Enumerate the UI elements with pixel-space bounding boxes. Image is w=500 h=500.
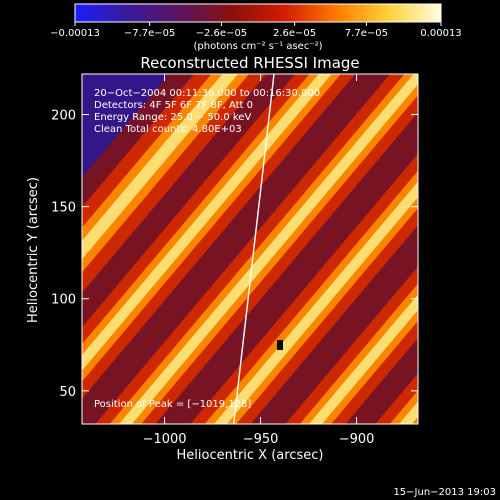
colorbar-tick-label: −2.6e−05 (196, 28, 248, 39)
x-tick-label: −950 (243, 432, 279, 447)
solar-limb-line (232, 74, 275, 424)
heatmap-image (82, 74, 418, 424)
y-tick-label: 100 (51, 293, 76, 308)
x-axis-label: Heliocentric X (arcsec) (177, 448, 324, 463)
annotation-block: 20−Oct−2004 00:11:36.000 to 00:16:30.000… (94, 88, 320, 410)
x-axis: −1000 −950 −900 (143, 74, 375, 447)
colorbar-ticks: −0.00013 −7.7e−05 −2.6e−05 2.6e−05 7.7e−05 0.… (50, 22, 462, 39)
heat-band (118, 74, 418, 424)
y-tick-label: 200 (51, 109, 76, 124)
colorbar-tick-label: 2.6e−05 (273, 28, 316, 39)
y-tick-label: 150 (51, 201, 76, 216)
x-tick-label: −1000 (143, 432, 187, 447)
annotation-detectors: Detectors: 4F 5F 6F 7F 8F, Att 0 (94, 100, 253, 111)
colorbar-tick-label: −7.7e−05 (124, 28, 176, 39)
y-axis: 50 100 150 200 (51, 109, 418, 400)
heat-band (82, 74, 332, 371)
heat-band (308, 294, 418, 424)
colorbar-tick-label: 7.7e−05 (345, 28, 388, 39)
footer-date: 15−Jun−2013 19:03 (393, 487, 496, 498)
annotation-peak: Position of Peak = [−1019,128] (94, 399, 251, 410)
heat-band (82, 74, 239, 260)
heat-band (213, 181, 418, 424)
y-tick-label: 50 (59, 385, 76, 400)
x-tick-label: −900 (339, 432, 375, 447)
y-axis-label: Heliocentric Y (arcsec) (26, 177, 41, 323)
colorbar-tick-label: −0.00013 (50, 28, 100, 39)
annotation-time: 20−Oct−2004 00:11:36.000 to 00:16:30.000 (94, 88, 320, 99)
annotation-energy: Energy Range: 25.0 − 50.0 keV (94, 112, 251, 123)
plot-frame (81, 73, 419, 425)
peak-marker (277, 340, 283, 350)
colorbar (74, 3, 442, 23)
colorbar-tick-label: 0.00013 (420, 28, 461, 39)
colorbar-units: (photons cm⁻² s⁻¹ asec⁻²) (193, 41, 322, 52)
chart-title: Reconstructed RHESSI Image (140, 54, 359, 72)
annotation-clean: Clean Total counts: 4.80E+03 (94, 124, 242, 135)
